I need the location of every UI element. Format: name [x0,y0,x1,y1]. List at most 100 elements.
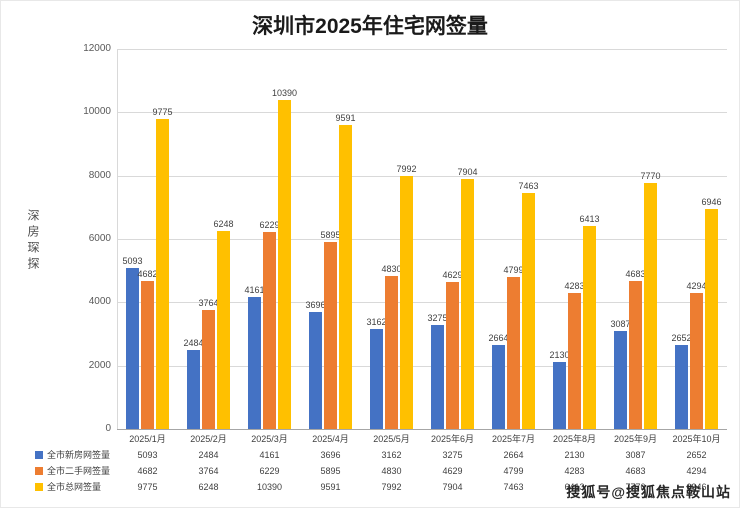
table-cell: 4294 [686,466,707,476]
bar [461,178,474,429]
bar-value-label: 9775 [152,107,173,118]
table-cell: 4683 [625,466,646,476]
bar-value-label: 7770 [640,170,661,181]
bar-value-label: 4830 [381,264,402,275]
x-axis-line [117,429,727,430]
table-cell: 9591 [320,482,341,492]
gridline [117,112,727,114]
bar [446,282,459,429]
legend-item: 全市总网签量 [35,479,115,495]
bar [629,280,642,429]
bar-value-label: 4682 [137,268,158,279]
bar-value-label: 4294 [686,281,707,292]
bar [568,293,581,429]
bar [156,119,169,429]
bar [644,182,657,429]
bar [705,209,718,429]
table-cell: 9775 [137,482,158,492]
table-cell: 4682 [137,466,158,476]
bar-value-label: 4283 [564,281,585,292]
gridline [117,302,727,304]
bar [309,311,322,429]
x-axis-category-label: 2025年9月 [613,434,658,444]
table-cell: 4830 [381,466,402,476]
series-name: 全市总网签量 [47,482,102,492]
x-axis-category-label: 2025年6月 [430,434,475,444]
x-axis-category-label: 2025/5月 [373,434,410,444]
table-cell: 7904 [442,482,463,492]
bar-value-label: 2652 [671,333,692,344]
legend-swatch [35,451,43,459]
bar-value-label: 6229 [259,219,280,230]
table-cell: 4799 [503,466,524,476]
bar-value-label: 4683 [625,268,646,279]
bar [492,344,505,429]
bar [217,231,230,429]
bar [507,277,520,429]
table-cell: 4629 [442,466,463,476]
bar-value-label: 3696 [305,299,326,310]
gridline [117,175,727,177]
bar [553,361,566,429]
table-cell: 2652 [686,450,707,460]
bar [583,225,596,429]
bar-value-label: 5093 [122,255,143,266]
bar [126,267,139,429]
bar-value-label: 3764 [198,297,219,308]
gridline [117,49,727,50]
bar [324,242,337,429]
gridline [117,365,727,367]
table-cell: 6248 [198,482,219,492]
bar [431,325,444,429]
table-cell: 2130 [564,450,585,460]
bar-value-label: 5895 [320,230,341,241]
bar [263,231,276,429]
bar-value-label: 2130 [549,349,570,360]
table-cell: 7463 [503,482,524,492]
bar-value-label: 2484 [183,338,204,349]
bar [614,331,627,429]
bar-value-label: 4629 [442,270,463,281]
bottom-right-watermark: 搜狐号@搜狐焦点鞍山站 [566,484,731,500]
bar [141,280,154,429]
bar-value-label: 6946 [701,197,722,208]
x-axis-category-label: 2025/3月 [251,434,288,444]
y-axis-tick-label: 12000 [83,43,111,54]
legend-swatch [35,467,43,475]
bar [522,192,535,429]
table-cell: 3275 [442,450,463,460]
y-axis-tick-label: 4000 [88,296,111,308]
bar [202,309,215,429]
table-cell: 3696 [320,450,341,460]
table-cell: 5093 [137,450,158,460]
bar [370,328,383,429]
bar-value-label: 7992 [396,163,417,174]
bar [690,293,703,429]
legend-item: 全市新房网签量 [35,447,115,463]
bar-value-label: 3275 [427,313,448,324]
chart-title: 深圳市2025年住宅网签量 [252,15,488,38]
table-cell: 6946 [686,482,707,492]
table-cell: 10390 [256,482,283,492]
bar [248,297,261,429]
table-cell: 7992 [381,482,402,492]
y-axis-tick-label: 8000 [88,169,111,181]
y-axis-tick-label: 10000 [83,106,111,118]
y-axis-tick-label: 0 [105,423,111,434]
bar-value-label: 7904 [457,166,478,177]
bar [400,175,413,429]
bar [187,350,200,429]
bar [385,276,398,429]
bar-value-label: 6248 [213,219,234,230]
y-axis-tick-label: 2000 [88,359,111,371]
bar-value-label: 7463 [518,180,539,191]
table-cell: 3162 [381,450,402,460]
bar [278,99,291,429]
x-axis-category-label: 2025/2月 [190,434,227,444]
legend-swatch [35,483,43,491]
x-axis-category-label: 2025/4月 [312,434,349,444]
x-axis-category-label: 2025年10月 [672,434,721,444]
table-cell: 4283 [564,466,585,476]
table-cell: 3087 [625,450,646,460]
